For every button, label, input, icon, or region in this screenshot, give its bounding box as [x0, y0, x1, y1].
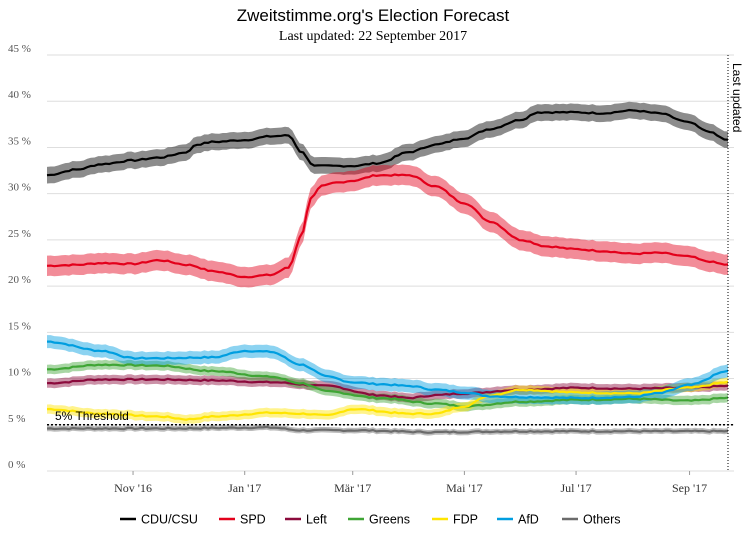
y-tick-label: 15 %	[8, 320, 31, 332]
series-line-fdp	[46, 380, 729, 421]
x-axis-ticks: Nov '16 Jan '17 Mär '17 Mai '17 Jul '17 Sep '…	[114, 471, 707, 495]
legend-label: AfD	[518, 513, 539, 527]
y-tick-label: 0 %	[8, 459, 25, 471]
x-tick-label: Sep '17	[672, 481, 707, 495]
legend-label: Greens	[369, 513, 410, 527]
legend-label: FDP	[453, 513, 478, 527]
y-tick-label: 20 %	[8, 274, 31, 286]
x-tick-label: Jul '17	[560, 481, 591, 495]
threshold-label: 5% Threshold	[55, 409, 129, 423]
last-updated-label: Last updated	[730, 63, 744, 132]
series-lines	[46, 108, 729, 434]
legend-label: Others	[583, 513, 621, 527]
legend-label: CDU/CSU	[141, 513, 198, 527]
y-tick-label: 30 %	[8, 182, 31, 194]
y-tick-label: 25 %	[8, 228, 31, 240]
chart-title: Zweitstimme.org's Election Forecast	[237, 6, 510, 25]
series-line-afd	[47, 340, 729, 400]
gridlines	[47, 54, 734, 472]
series-band-afd	[47, 335, 728, 405]
y-tick-label: 10 %	[8, 367, 31, 379]
series-line-left	[46, 377, 729, 400]
series-line-others	[46, 425, 729, 434]
x-tick-label: Nov '16	[114, 481, 152, 495]
x-tick-label: Mai '17	[446, 481, 483, 495]
chart-subtitle: Last updated: 22 September 2017	[279, 29, 467, 44]
series-line-spd	[46, 173, 729, 279]
series-band-spd	[47, 164, 728, 288]
series-band-others	[47, 424, 728, 436]
annotations: 5% Threshold Last updated	[47, 55, 744, 471]
series-line-greens	[46, 363, 729, 408]
legend: CDU/CSU SPD Left Greens FDP AfD Others	[120, 513, 621, 527]
y-tick-label: 45 %	[8, 43, 31, 55]
legend-label: SPD	[240, 513, 266, 527]
y-axis-ticks: 0 % 5 % 10 % 15 % 20 % 25 % 30 % 35 % 40 % 45 %	[8, 43, 31, 471]
y-tick-label: 40 %	[8, 89, 31, 101]
series-band-cdu-csu	[47, 101, 728, 184]
legend-label: Left	[306, 513, 327, 527]
x-tick-label: Mär '17	[334, 481, 371, 495]
x-tick-label: Jan '17	[228, 481, 261, 495]
y-tick-label: 5 %	[8, 413, 25, 425]
y-tick-label: 35 %	[8, 135, 31, 147]
series-line-cdu-csu	[46, 108, 729, 177]
